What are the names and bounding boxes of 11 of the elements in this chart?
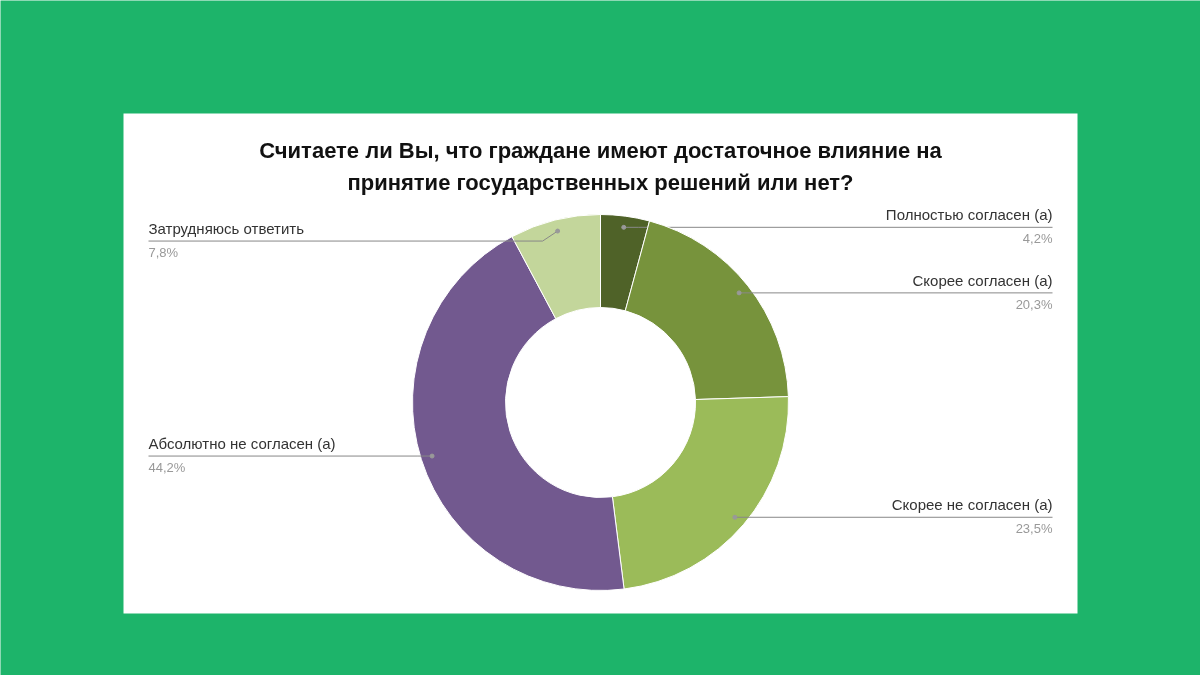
slice-label: Скорее согласен (а) xyxy=(912,271,1053,289)
slice-label: Полностью согласен (а) xyxy=(885,206,1053,224)
data-label: 7,8% xyxy=(148,245,179,261)
slice-label: Абсолютно не согласен (а) xyxy=(148,435,336,453)
slice-label: Скорее не согласен (а) xyxy=(891,496,1053,514)
data-label: 4,2% xyxy=(1022,231,1053,247)
chart-title: Считаете ли Вы, что граждане имеют достаточное влияние на принятие государственных решений или нет? xyxy=(259,138,943,195)
data-label: 44,2% xyxy=(148,460,186,476)
slice-label: Затрудняюсь ответить xyxy=(148,220,305,238)
data-label: 20,3% xyxy=(1015,296,1053,312)
data-label: 23,5% xyxy=(1015,521,1053,537)
